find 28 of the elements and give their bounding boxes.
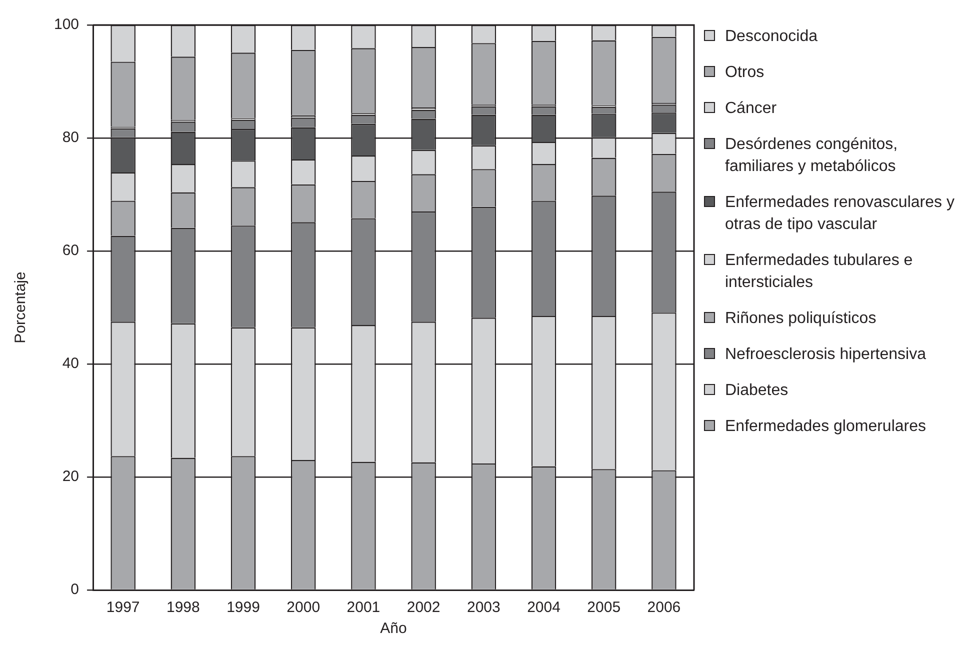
x-tick-label: 2000 (286, 599, 320, 616)
y-tick-label: 40 (62, 355, 80, 372)
legend-label: Enfermedades renovasculares y otras de tipo vascular (725, 193, 956, 235)
legend-label: Cáncer (725, 99, 777, 119)
y-tick-label: 20 (62, 468, 80, 486)
x-axis-title: Año (380, 620, 407, 638)
x-tick-label: 1998 (166, 599, 200, 616)
x-tick-label: 2001 (346, 599, 380, 616)
legend-label: Otros (725, 63, 764, 83)
x-tick-label: 1997 (106, 599, 140, 616)
x-tick-label: 2006 (647, 599, 681, 616)
x-tick-label: 1999 (226, 599, 260, 616)
x-tick-label: 2005 (587, 599, 621, 616)
x-tick-label: 2003 (466, 599, 500, 616)
y-axis-title: Porcentaje (12, 272, 30, 344)
x-tick-label: 2002 (406, 599, 440, 616)
x-tick-label: 2004 (527, 599, 560, 616)
legend-label: Riñones poliquísticos (725, 309, 876, 329)
legend-label: Nefroesclerosis hipertensiva (725, 345, 926, 365)
y-tick-label: 100 (54, 16, 80, 34)
legend-label: Desórdenes congénitos, familiares y metabólicos (725, 135, 899, 177)
legend-label: Enfermedades tubulares e intersticiales (725, 251, 914, 293)
y-tick-label: 80 (62, 129, 80, 146)
legend-label: Desconocida (725, 27, 818, 47)
y-tick-label: 0 (70, 581, 80, 598)
legend-label: Enfermedades glomerulares (725, 417, 926, 437)
y-tick-label: 60 (62, 242, 80, 260)
legend-label: Diabetes (725, 381, 788, 401)
